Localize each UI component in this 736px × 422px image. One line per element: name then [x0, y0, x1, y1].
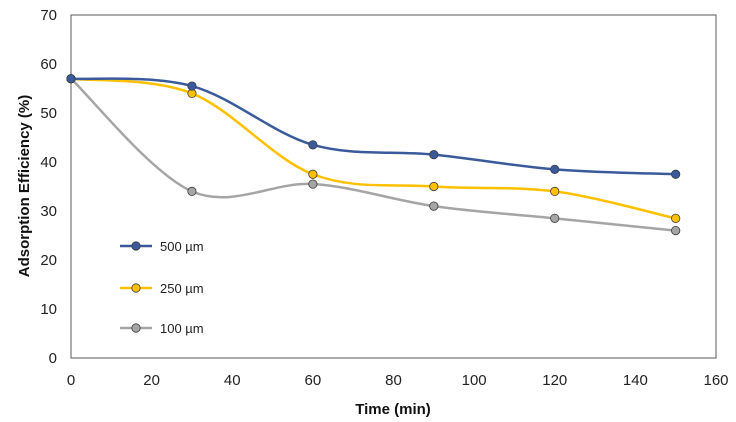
series-line-2 [70, 77, 676, 232]
data-point-series-1 [671, 213, 681, 223]
x-tick-label: 100 [462, 372, 487, 389]
data-point-series-1 [429, 181, 439, 192]
y-axis-ticks: 0 10 20 30 40 50 60 70 [40, 7, 57, 367]
y-tick-label: 20 [40, 252, 57, 269]
data-point-series-0 [550, 164, 560, 174]
legend-swatch-marker [131, 323, 141, 333]
x-axis-ticks: 0 20 40 60 80 100 120 140 160 [67, 372, 729, 389]
y-tick-label: 40 [40, 154, 57, 171]
data-point-series-0 [308, 140, 318, 150]
data-point-series-0 [429, 150, 439, 160]
legend-label: 500 µm [160, 239, 204, 254]
legend-label: 250 µm [160, 281, 204, 296]
data-point-series-0 [187, 81, 197, 91]
series-line-1 [70, 77, 676, 220]
y-tick-label: 50 [40, 105, 57, 122]
data-point-series-2 [429, 201, 439, 211]
x-tick-label: 0 [67, 372, 75, 389]
y-tick-label: 60 [40, 56, 57, 73]
plot-area-border [70, 14, 717, 359]
data-point-series-2 [671, 226, 681, 236]
data-point-series-0 [66, 74, 76, 84]
y-tick-label: 10 [40, 301, 57, 318]
data-point-series-1 [550, 186, 560, 196]
data-point-series-2 [550, 213, 560, 223]
x-tick-label: 20 [143, 372, 160, 389]
x-tick-label: 140 [623, 372, 648, 389]
data-point-series-2 [308, 179, 318, 189]
data-point-series-1 [308, 169, 318, 179]
y-tick-label: 30 [40, 203, 57, 220]
x-tick-label: 120 [542, 372, 567, 389]
legend-label: 100 µm [160, 321, 204, 336]
x-axis-title: Time (min) [355, 401, 431, 418]
x-tick-label: 80 [385, 372, 402, 389]
legend-swatch-marker [131, 283, 141, 293]
x-tick-label: 40 [224, 372, 241, 389]
y-tick-label: 0 [49, 350, 57, 367]
x-tick-label: 160 [703, 372, 728, 389]
y-tick-label: 70 [40, 7, 57, 24]
data-point-series-2 [187, 186, 197, 196]
data-point-series-0 [671, 169, 681, 179]
series-layer [66, 74, 681, 236]
x-tick-label: 60 [305, 372, 322, 389]
y-axis-title: Adsorption Efficiency (%) [16, 95, 33, 278]
legend-swatch-marker [131, 241, 141, 251]
series-line-0 [70, 77, 676, 176]
legend: 500 µm 250 µm 100 µm [120, 239, 204, 336]
